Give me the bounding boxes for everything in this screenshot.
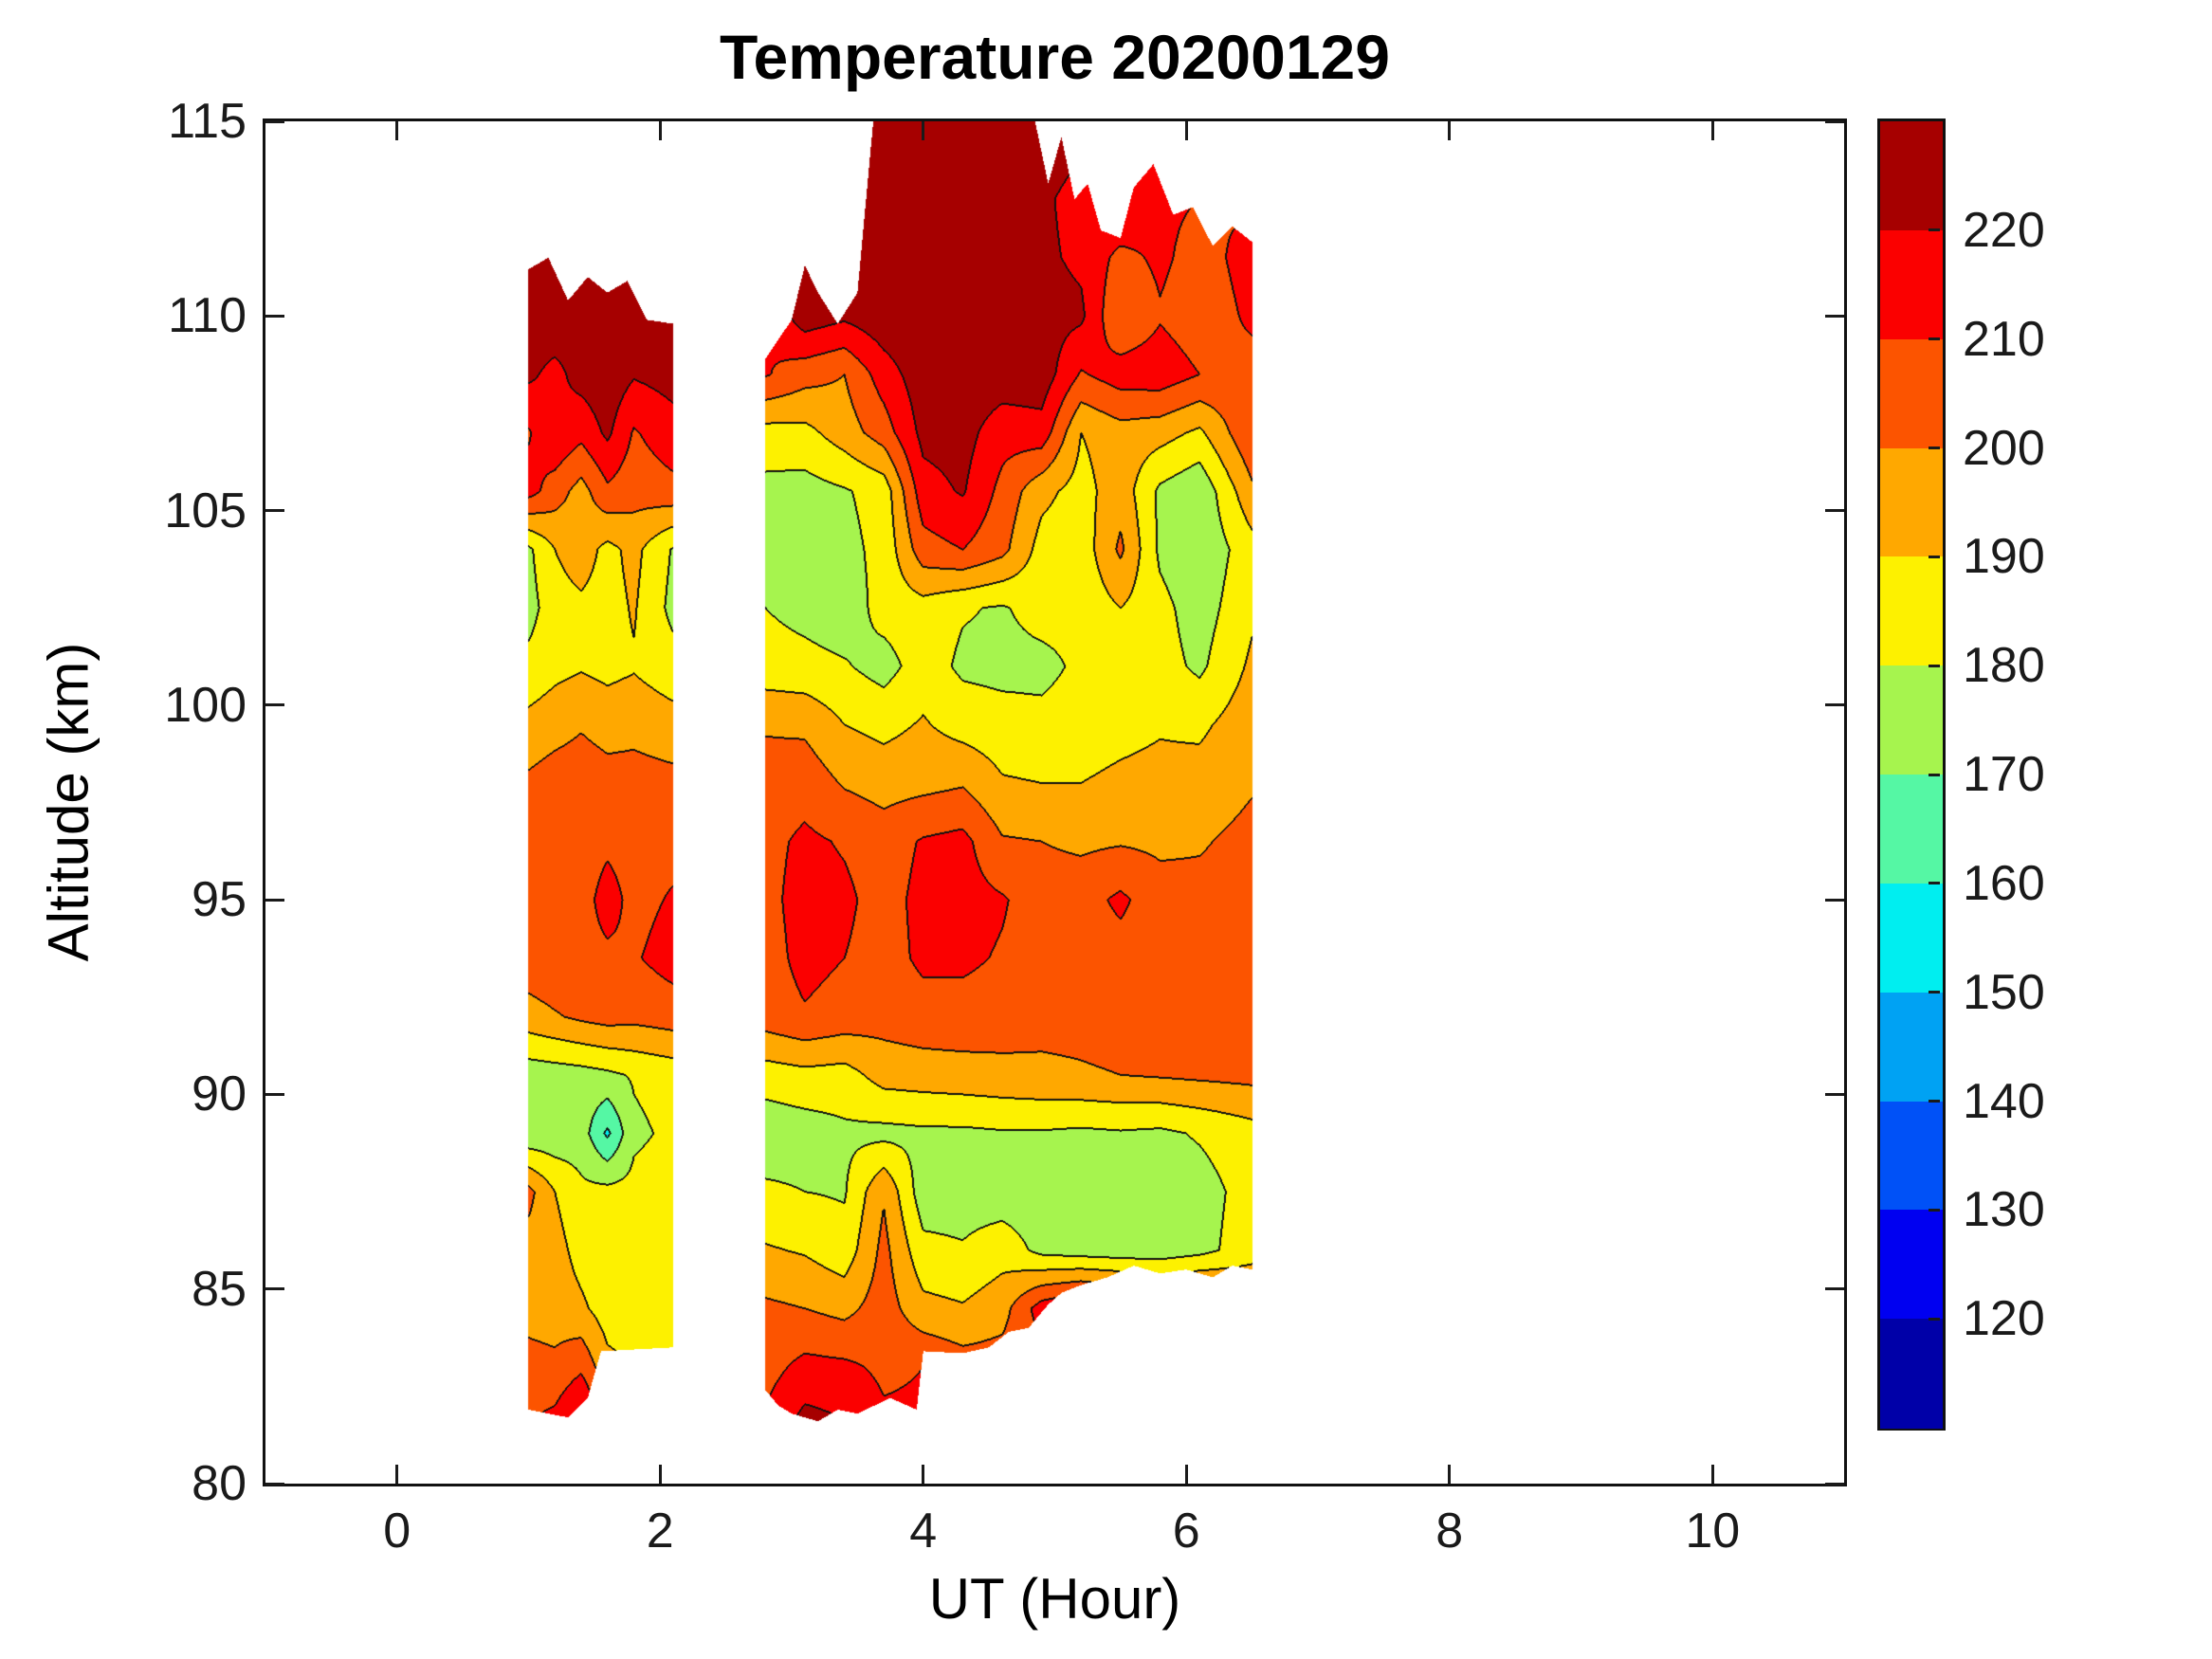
y-tick-label: 115: [168, 94, 247, 149]
colorbar-tick-label: 170: [1963, 747, 2045, 802]
chart-title: Temperature 20200129: [720, 22, 1390, 92]
y-tick-label: 85: [192, 1261, 247, 1317]
colorbar-segment: [1880, 229, 1943, 340]
y-tick-label: 100: [164, 677, 247, 733]
y-tick-label: 90: [192, 1066, 247, 1122]
y-tick-label: 80: [192, 1456, 247, 1511]
colorbar-tick-label: 160: [1963, 855, 2045, 911]
colorbar-segment: [1880, 338, 1943, 449]
colorbar-tick-label: 120: [1963, 1291, 2045, 1347]
colorbar-tick-label: 130: [1963, 1182, 2045, 1238]
colorbar-tick-label: 150: [1963, 964, 2045, 1020]
colorbar-tick-label: 190: [1963, 529, 2045, 585]
colorbar-segment: [1880, 1210, 1943, 1321]
y-tick-label: 95: [192, 872, 247, 928]
colorbar-tick-label: 210: [1963, 311, 2045, 367]
colorbar-tick-label: 200: [1963, 420, 2045, 476]
colorbar-segment: [1880, 1101, 1943, 1212]
colorbar-segment: [1880, 447, 1943, 558]
colorbar: [1877, 118, 1946, 1431]
plot-border: [263, 118, 1847, 1486]
colorbar-segment: [1880, 775, 1943, 884]
colorbar-segment: [1880, 665, 1943, 775]
x-tick-label: 4: [909, 1504, 938, 1559]
x-axis-label: UT (Hour): [928, 1567, 1181, 1631]
contour-canvas: [265, 121, 1844, 1484]
y-axis-label: Altitude (km): [36, 642, 101, 962]
colorbar-segment: [1880, 556, 1943, 667]
colorbar-segment: [1880, 883, 1943, 994]
x-tick-label: 2: [646, 1504, 674, 1559]
y-tick-label: 105: [164, 483, 247, 538]
colorbar-tick-label: 180: [1963, 638, 2045, 694]
colorbar-segment: [1880, 992, 1943, 1103]
x-tick-label: 8: [1435, 1504, 1464, 1559]
colorbar-segment: [1880, 1319, 1943, 1429]
colorbar-tick-label: 220: [1963, 202, 2045, 258]
y-tick-label: 110: [168, 288, 247, 344]
x-tick-label: 10: [1685, 1504, 1741, 1559]
colorbar-segment: [1880, 121, 1943, 231]
x-tick-label: 6: [1172, 1504, 1200, 1559]
x-tick-label: 0: [383, 1504, 411, 1559]
colorbar-tick-label: 140: [1963, 1073, 2045, 1129]
